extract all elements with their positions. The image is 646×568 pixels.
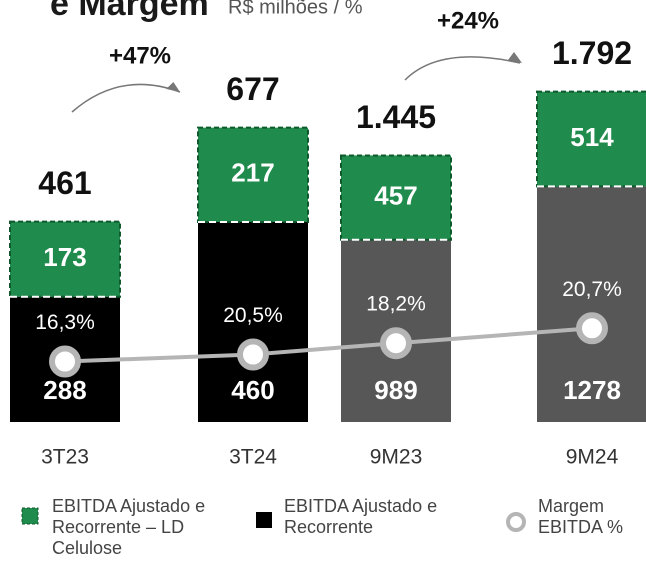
margin-point xyxy=(576,312,608,345)
legend-swatch xyxy=(506,512,526,532)
bar-segment xyxy=(198,222,308,422)
growth-arrow xyxy=(404,56,521,81)
legend-swatch xyxy=(256,512,272,528)
legend-entry: EBITDA Ajustado e Recorrente xyxy=(284,496,438,537)
margin-label: 18,2% xyxy=(366,293,426,316)
data-label: 217 xyxy=(231,158,274,188)
margin-label: 20,5% xyxy=(223,304,283,327)
data-label: 514 xyxy=(570,122,614,152)
data-label: 460 xyxy=(231,375,274,405)
growth-arrow xyxy=(71,83,181,113)
data-label: 457 xyxy=(374,180,417,210)
data-label: 173 xyxy=(43,242,86,272)
x-tick-label: 3T23 xyxy=(41,446,89,469)
bar-segment xyxy=(197,126,309,223)
x-tick-label: 9M23 xyxy=(370,446,423,469)
margin-label: 20,7% xyxy=(562,278,622,301)
data-label: 989 xyxy=(374,375,417,405)
total-label: 461 xyxy=(38,165,91,201)
x-tick-label: 3T24 xyxy=(229,446,277,469)
total-label: 1.792 xyxy=(552,35,632,71)
margin-line xyxy=(64,326,593,364)
arrow-head xyxy=(166,81,180,92)
growth-annotation: +47% xyxy=(109,42,171,69)
bar-segment xyxy=(537,186,646,422)
margin-point xyxy=(49,345,81,378)
margin-point xyxy=(237,338,269,371)
arrow-head xyxy=(508,52,522,63)
bar-segment xyxy=(9,220,121,298)
total-label: 1.445 xyxy=(356,99,436,135)
margin-point xyxy=(380,327,412,360)
legend-entry: EBITDA Ajustado e Recorrente – LD Celulo… xyxy=(52,496,206,558)
data-label: 288 xyxy=(43,375,86,405)
margin-label: 16,3% xyxy=(35,311,95,334)
x-tick-label: 9M24 xyxy=(566,446,619,469)
chart-title: e Margem xyxy=(50,0,209,23)
legend-swatch xyxy=(21,507,39,525)
total-label: 677 xyxy=(226,71,279,107)
legend-entry: Margem EBITDA % xyxy=(538,496,624,537)
data-label: 1278 xyxy=(563,375,621,405)
growth-annotation: +24% xyxy=(437,7,499,34)
chart-subtitle: R$ milhões / % xyxy=(228,0,363,18)
